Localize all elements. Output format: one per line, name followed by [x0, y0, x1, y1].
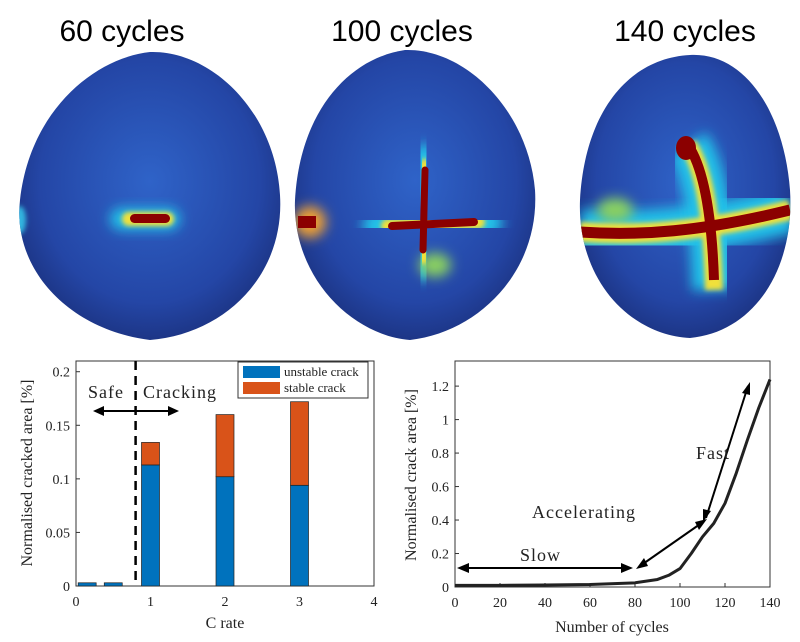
line-x-tick-label: 100: [670, 596, 691, 611]
line-x-tick-label: 60: [583, 596, 597, 611]
bar-x-axis-label: C rate: [206, 615, 245, 632]
line-y-tick-label: 0: [442, 581, 449, 596]
particle-60-cycles: [19, 51, 281, 340]
bar-y-tick-label: 0.2: [53, 366, 71, 381]
line-axes-box: [454, 360, 771, 588]
line-chart: 0 20 40 60 80 100 120 140 0 0.2 0.4 0.6 0.8 1 1.2 Slow…: [403, 360, 781, 636]
particle-140-cycles: [579, 54, 791, 338]
line-x-tick-label: 0: [452, 596, 459, 611]
bar-y-tick-label: 0.15: [46, 419, 71, 434]
line-x-tick-label: 80: [628, 596, 642, 611]
panel-title-60: 60 cycles: [59, 15, 184, 48]
fast-arrow: [703, 382, 750, 522]
bar-x-tick-label: 1: [147, 595, 154, 610]
annotation-slow: Slow: [520, 545, 561, 565]
panel-title-100: 100 cycles: [331, 15, 473, 48]
safe-cracking-arrow: [93, 406, 179, 416]
bar-legend: unstable crack stable crack: [237, 361, 369, 399]
bar-unstable: [215, 476, 235, 587]
annotation-cracking: Cracking: [143, 382, 217, 402]
line-x-tick-label: 140: [760, 596, 781, 611]
line-x-axis-label: Number of cycles: [555, 619, 669, 636]
annotation-safe: Safe: [88, 382, 124, 402]
particle-100-cycles: [294, 49, 536, 340]
panel-title-140: 140 cycles: [614, 15, 756, 48]
line-y-tick-label: 1: [442, 414, 449, 429]
crack-area-line: [455, 378, 772, 587]
line-y-tick-label: 0.2: [432, 548, 450, 563]
legend-swatch-unstable: [243, 366, 280, 378]
bar-chart: 0 1 2 3 4 0 0.05 0.1 0.15 0.2 Safe Cracking unsta…: [19, 360, 378, 632]
line-x-tick-label: 120: [715, 596, 736, 611]
bar-stable: [141, 442, 160, 466]
legend-label-stable: stable crack: [284, 380, 346, 395]
bar-stable: [215, 414, 235, 478]
line-y-axis-label: Normalised crack area [%]: [403, 389, 420, 561]
bar-y-tick-label: 0.1: [53, 473, 71, 488]
bar-x-tick-label: 3: [296, 595, 303, 610]
bar-x-tick-label: 0: [73, 595, 80, 610]
line-y-tick-label: 0.4: [432, 514, 450, 529]
bar-y-tick-label: 0: [63, 580, 70, 595]
bar-x-tick-label: 4: [371, 595, 378, 610]
accelerating-arrow: [636, 519, 707, 569]
bar-y-axis-label: Normalised cracked area [%]: [19, 380, 36, 567]
line-x-tick-label: 40: [538, 596, 552, 611]
legend-swatch-stable: [243, 382, 280, 394]
line-y-tick-label: 0.8: [432, 447, 450, 462]
line-y-tick-label: 0.6: [432, 481, 450, 496]
bar-y-tick-label: 0.05: [46, 526, 71, 541]
bar-unstable: [141, 464, 160, 587]
bar-stable: [290, 401, 309, 486]
bar-unstable: [77, 582, 97, 587]
line-y-tick-label: 1.2: [432, 380, 450, 395]
slow-arrow: [457, 563, 633, 573]
legend-label-unstable: unstable crack: [284, 364, 359, 379]
bar-x-tick-label: 2: [222, 595, 229, 610]
line-x-tick-label: 20: [493, 596, 507, 611]
bar-unstable: [103, 582, 123, 587]
bar-unstable: [290, 484, 309, 587]
annotation-fast: Fast: [696, 443, 730, 463]
annotation-accelerating: Accelerating: [532, 502, 636, 522]
